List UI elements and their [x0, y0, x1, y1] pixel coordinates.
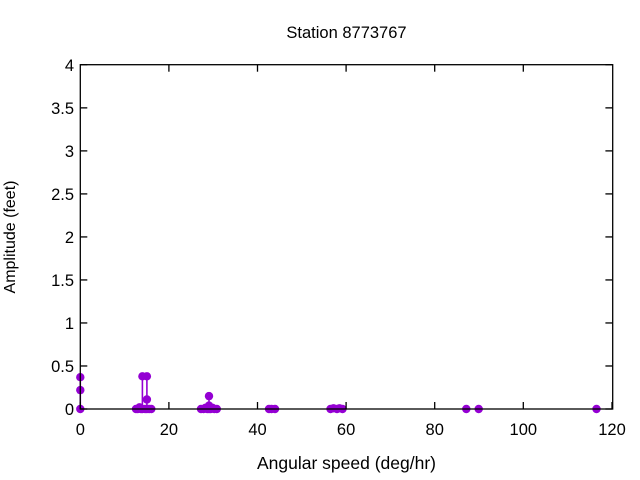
svg-text:0.5: 0.5: [51, 358, 74, 376]
svg-text:0: 0: [65, 401, 74, 419]
svg-text:0: 0: [76, 421, 85, 439]
svg-text:60: 60: [337, 421, 355, 439]
svg-text:40: 40: [248, 421, 266, 439]
svg-text:100: 100: [510, 421, 538, 439]
svg-text:4: 4: [65, 57, 74, 75]
svg-text:3: 3: [65, 143, 74, 161]
svg-text:2.5: 2.5: [51, 186, 74, 204]
svg-text:20: 20: [160, 421, 178, 439]
svg-text:1.5: 1.5: [51, 272, 74, 290]
svg-text:3.5: 3.5: [51, 100, 74, 118]
svg-text:2: 2: [65, 229, 74, 247]
svg-text:120: 120: [598, 421, 626, 439]
svg-text:1: 1: [65, 315, 74, 333]
svg-text:80: 80: [426, 421, 444, 439]
